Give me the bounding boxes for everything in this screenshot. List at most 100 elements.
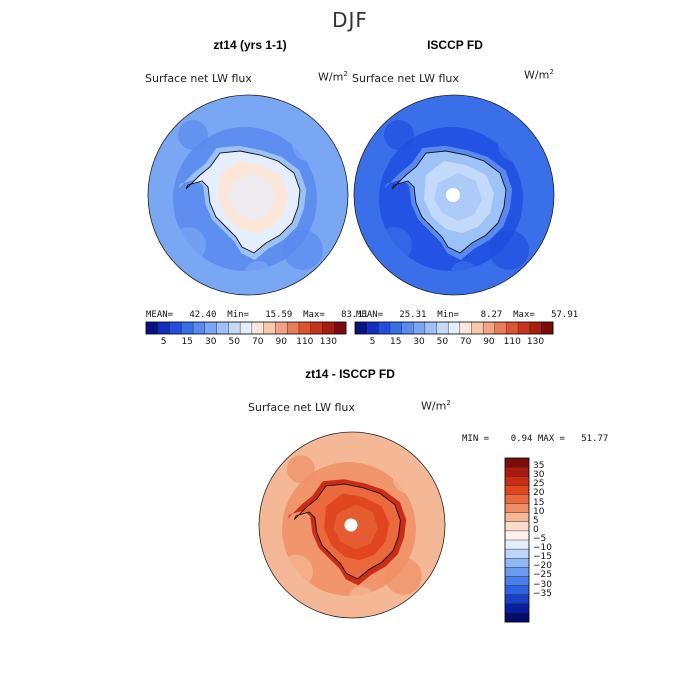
colorbar-cell — [169, 321, 182, 335]
colorbar-tick-label: 50 — [228, 337, 240, 347]
panel-2-units: W/m2 — [524, 68, 554, 82]
ocean-blotch — [292, 129, 324, 161]
panel-3-units-exp: 2 — [446, 399, 451, 407]
colorbar-tick-label: 5 — [160, 337, 167, 347]
colorbar-tick-label: 110 — [296, 337, 314, 347]
coastline — [185, 150, 301, 254]
map-field — [148, 95, 348, 295]
colorbar-cell — [216, 321, 229, 335]
colorbar-cell — [504, 558, 530, 568]
panel-3-colorbar — [504, 457, 530, 623]
panel-1-title: zt14 (yrs 1-1) — [213, 38, 287, 52]
colorbar-cell — [504, 494, 530, 505]
colorbar-tick-label: 130 — [526, 337, 545, 347]
panel-3-subtitle: Surface net LW flux — [248, 401, 355, 414]
ocean-blotch — [489, 230, 529, 270]
panel-1-colorbar — [145, 321, 347, 335]
colorbar-cell — [504, 485, 530, 495]
ocean-blotch — [178, 120, 208, 150]
ocean-blotch — [392, 463, 423, 494]
colorbar-tick-label: 0 — [533, 524, 539, 535]
colorbar-tick-label: −15 — [533, 552, 552, 563]
colorbar-tick-label: 50 — [436, 337, 449, 347]
colorbar-cell — [504, 539, 530, 550]
colorbar-cell — [517, 321, 531, 335]
colorbar-frame — [354, 321, 554, 335]
colorbar-cell — [529, 321, 542, 335]
ocean-blotch — [376, 227, 412, 263]
colorbar-cell — [504, 594, 530, 605]
panel-1-units: W/m2 — [318, 70, 348, 84]
colorbar-cell — [504, 503, 530, 514]
colorbar-cell — [366, 321, 379, 335]
colorbar-cell — [310, 321, 323, 335]
colorbar-cell — [157, 321, 171, 335]
season-title: DJF — [332, 8, 368, 32]
panel-2-map — [353, 94, 555, 296]
ocean-blotch — [244, 261, 272, 289]
colorbar-cell — [504, 548, 530, 559]
ocean-blotch — [348, 586, 375, 613]
colorbar-cell — [504, 567, 530, 577]
map-border — [147, 94, 349, 296]
colorbar-cell — [354, 321, 368, 335]
ocean-blotch — [279, 554, 313, 589]
colorbar-tick-label: 90 — [483, 337, 495, 347]
panel-2-colorbar — [354, 321, 554, 335]
panel-1-units-base: W/m — [318, 70, 344, 84]
coastline — [293, 483, 401, 580]
colorbar-cell — [436, 321, 449, 335]
colorbar-cell — [504, 576, 530, 587]
colorbar-tick-label: 5 — [533, 515, 539, 526]
colorbar-tick-label: 130 — [319, 337, 337, 347]
ocean-blotch — [283, 230, 323, 270]
colorbar-cell — [228, 321, 241, 335]
ocean-blotch — [286, 455, 315, 484]
ocean-blotch — [450, 261, 478, 289]
colorbar-cell — [504, 521, 530, 532]
core-field — [228, 173, 276, 221]
panel-3-stats: MIN = 0.94 MAX = 51.77 — [462, 434, 609, 444]
colorbar-tick-label: 5 — [369, 337, 376, 347]
panel-3-units-base: W/m — [421, 399, 447, 413]
colorbar-tick-label: −30 — [533, 579, 552, 590]
panel-2-subtitle: Surface net LW flux — [352, 72, 459, 85]
colorbar-tick-label: 35 — [533, 461, 545, 472]
colorbar-cell — [504, 530, 530, 541]
ocean-blotch — [384, 557, 422, 595]
colorbar-tick-label: 15 — [181, 337, 193, 347]
colorbar-cell — [204, 321, 218, 335]
colorbar-tick-label: 10 — [533, 506, 545, 517]
colorbar-cell — [504, 603, 530, 614]
colorbar-tick-label: −20 — [533, 561, 552, 572]
colorbar-cell — [504, 476, 530, 486]
colorbar-cell — [334, 321, 347, 335]
colorbar-tick-label: 70 — [252, 337, 264, 347]
colorbar-frame — [504, 457, 530, 623]
panel-3-title: zt14 - ISCCP FD — [305, 367, 395, 381]
colorbar-cell — [459, 321, 472, 335]
panel-2-units-base: W/m — [524, 68, 550, 82]
panel-1-map — [147, 94, 349, 296]
colorbar-cell — [504, 612, 530, 623]
pole-hole — [446, 188, 460, 202]
colorbar-tick-label: 30 — [533, 470, 545, 481]
map-border — [353, 94, 555, 296]
colorbar-tick-label: 20 — [533, 488, 545, 499]
colorbar-tick-label: −5 — [533, 534, 547, 544]
colorbar-cell — [447, 321, 461, 335]
panel-3-colorbar-ticks: 35 30 25 20 15 10 5 0 −5 −10 −15 −20 −25 −30 −35 — [533, 458, 573, 622]
panel-1-stats: MEAN= 42.40 Min= 15.59 Max= 83.11 — [146, 310, 369, 320]
colorbar-cell — [239, 321, 253, 335]
colorbar-cell — [494, 321, 507, 335]
colorbar-frame — [145, 321, 347, 335]
coastline — [391, 150, 507, 254]
colorbar-cell — [275, 321, 288, 335]
panel-2-stats: MEAN= 25.31 Min= 8.27 Max= 57.91 — [356, 310, 579, 320]
colorbar-cell — [504, 512, 530, 523]
colorbar-cell — [504, 585, 530, 596]
map-border — [258, 431, 446, 619]
panel-1-subtitle: Surface net LW flux — [145, 72, 252, 85]
colorbar-cell — [504, 466, 530, 477]
colorbar-tick-label: 30 — [413, 337, 425, 347]
